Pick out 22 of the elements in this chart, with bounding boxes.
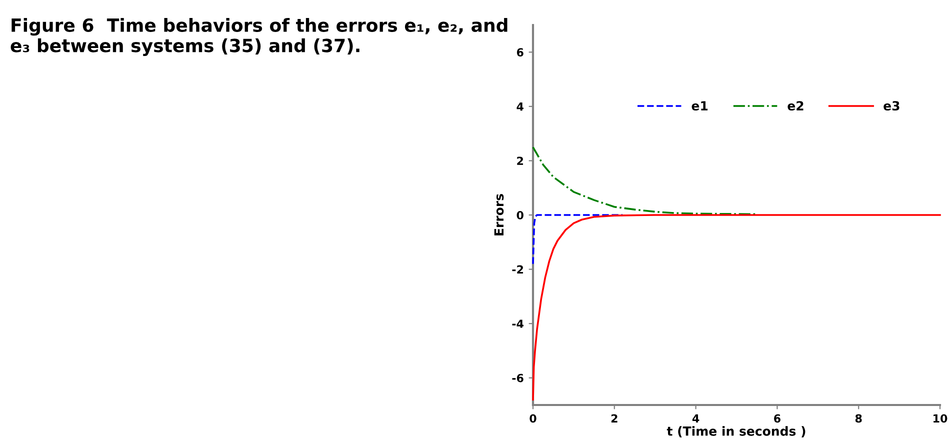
text: Figure 6 Time behaviors of the errors e₁, e₂, and e₃ between systems (35) and (37). (10, 18, 508, 56)
x-axis-title: t (Time in seconds ) (666, 426, 806, 438)
y-tick-label: 6 (516, 48, 524, 57)
y-tick-label: -6 (512, 374, 524, 382)
x-tick-label: 4 (692, 414, 700, 422)
y-axis-title: Errors (494, 194, 504, 236)
legend-label: e1 (692, 101, 708, 111)
legend-label: e2 (788, 101, 804, 111)
line-series (532, 214, 941, 400)
line-series (532, 214, 624, 265)
y-tick-label: -2 (512, 265, 524, 274)
y-tick-label: 4 (516, 102, 524, 111)
x-tick-label: 2 (611, 414, 618, 422)
x-tick-label: 8 (855, 414, 862, 423)
x-tick-label: 6 (774, 414, 780, 423)
y-tick-label: 0 (516, 210, 524, 220)
y-tick-label: 2 (517, 156, 524, 165)
line-series (532, 146, 758, 216)
x-tick-label: 10 (934, 414, 948, 423)
legend-label: e3 (884, 101, 900, 111)
x-tick-label: 0 (530, 414, 536, 423)
y-tick-label: -4 (512, 320, 524, 328)
